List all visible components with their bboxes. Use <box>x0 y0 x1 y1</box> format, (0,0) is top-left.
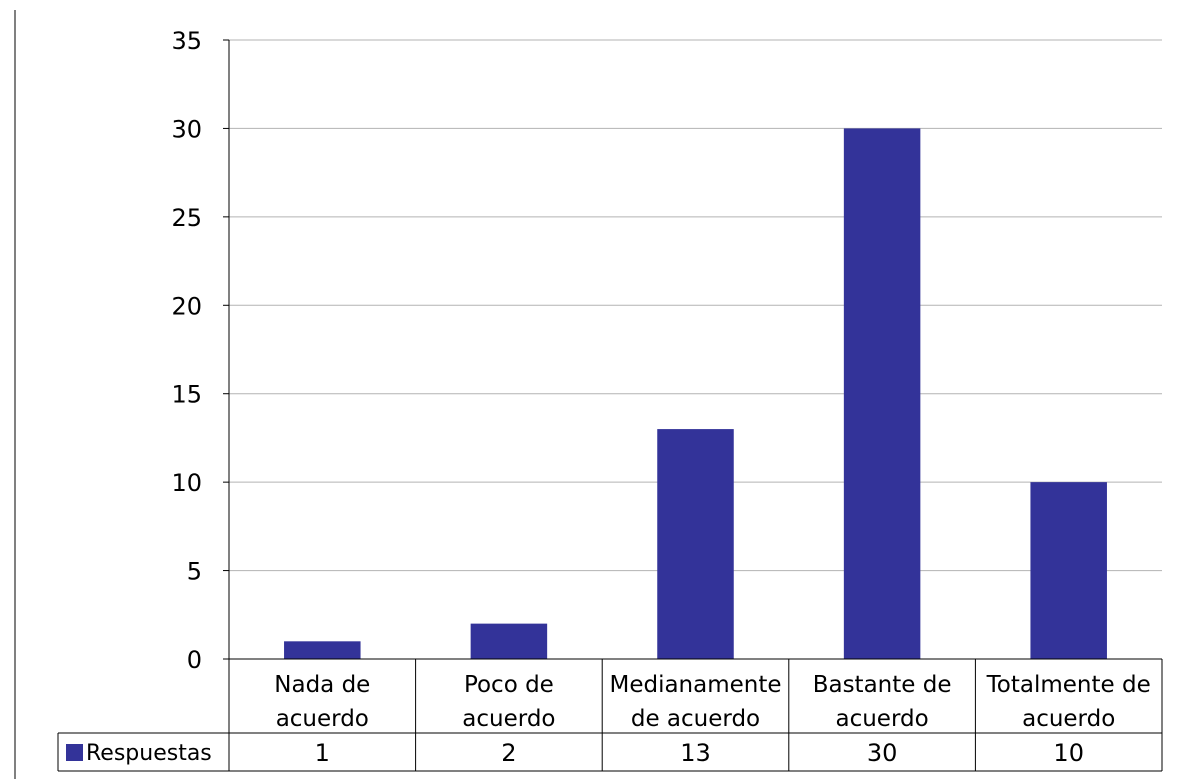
bar <box>470 623 548 659</box>
bars <box>284 128 1107 659</box>
y-tick-label: 5 <box>187 558 202 586</box>
category-label: acuerdo <box>462 706 555 732</box>
category-label: de acuerdo <box>631 706 760 732</box>
table-value: 1 <box>315 739 330 767</box>
y-tick-label: 15 <box>171 381 202 409</box>
y-tick-label: 20 <box>171 292 202 320</box>
table-value: 30 <box>867 739 898 767</box>
data-table: Respuestas 1 2 13 30 10 <box>57 659 1163 772</box>
category-label: Totalmente de <box>986 672 1151 698</box>
y-tick-labels: 0 5 10 15 20 25 30 35 <box>171 27 202 674</box>
category-label: acuerdo <box>835 706 928 732</box>
category-label: acuerdo <box>1022 706 1115 732</box>
bar <box>657 429 734 659</box>
table-value: 13 <box>680 739 711 767</box>
category-label: acuerdo <box>276 706 369 732</box>
y-tick-label: 10 <box>171 469 202 497</box>
category-labels: Nada de acuerdo Poco de acuerdo Medianamente… <box>274 672 1150 732</box>
y-tick-label: 25 <box>171 204 202 232</box>
bar <box>284 641 361 659</box>
category-label: Nada de <box>274 672 370 698</box>
bar <box>1030 482 1107 659</box>
series-name: Respuestas <box>86 741 212 766</box>
category-label: Poco de <box>464 672 554 698</box>
legend-swatch <box>66 744 83 761</box>
category-label: Bastante de <box>813 672 952 698</box>
bar <box>843 128 921 659</box>
category-label: Medianamente <box>609 672 781 698</box>
axes <box>223 39 1162 660</box>
y-tick-label: 30 <box>171 115 202 143</box>
table-value: 10 <box>1053 739 1084 767</box>
y-tick-label: 0 <box>187 646 202 674</box>
y-tick-label: 35 <box>171 27 202 55</box>
table-value: 2 <box>501 739 516 767</box>
